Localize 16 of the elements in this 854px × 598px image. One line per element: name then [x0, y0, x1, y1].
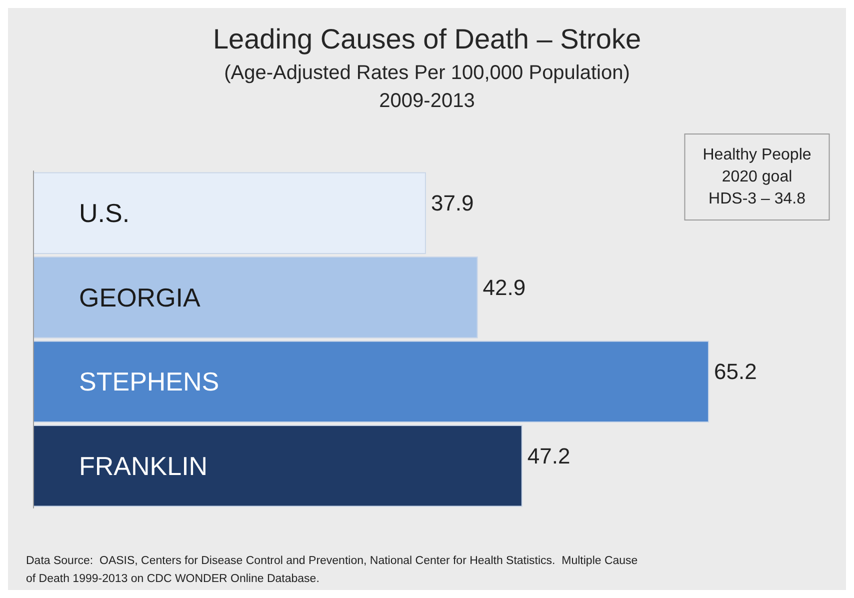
y-tick-label: U.S. — [79, 198, 130, 228]
data-label: 65.2 — [714, 359, 757, 384]
chart-subtitle: (Age-Adjusted Rates Per 100,000 Population) 2009-2013 — [224, 62, 630, 112]
data-label: 37.9 — [430, 190, 474, 216]
bar — [33, 425, 522, 507]
bar — [33, 172, 426, 254]
data-label: 47.2 — [527, 443, 570, 468]
y-tick-label: STEPHENS — [79, 366, 220, 397]
bar — [33, 256, 478, 338]
y-tick-label: FRANKLIN — [79, 450, 208, 481]
annotation: Healthy People 2020 goal HDS-3 – 34.8 — [702, 146, 812, 208]
source-note: Data Source: OASIS, Centers for Disease Control and Prevention, National Center for Health Statistics. Multiple Cause of Death 1999-2013 on CDC WONDER Online Database. — [26, 555, 638, 585]
chart-title: Leading Causes of Death – Stroke — [212, 24, 642, 54]
data-label: 42.9 — [482, 274, 526, 300]
bar — [33, 340, 710, 422]
y-tick-label: GEORGIA — [79, 282, 202, 312]
